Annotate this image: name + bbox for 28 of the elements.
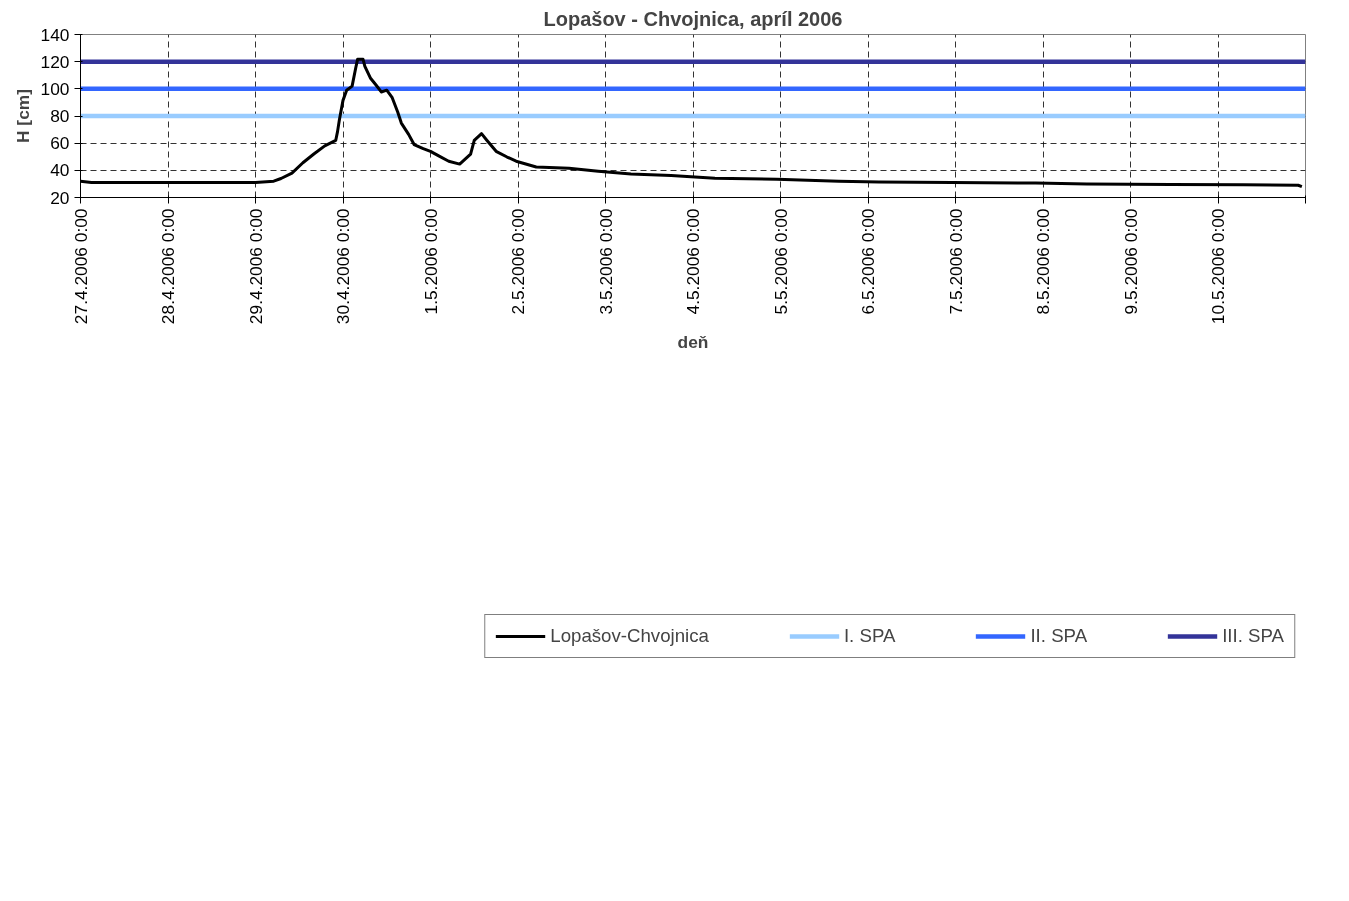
legend-label: III. SPA: [1222, 625, 1284, 647]
x-axis-title: deň: [677, 332, 709, 353]
x-tick-label: 28.4.2006 0:00: [158, 208, 178, 325]
x-tick-label: 1.5.2006 0:00: [420, 208, 441, 315]
x-tick-label: 7.5.2006 0:00: [945, 208, 966, 315]
x-tick-label: 8.5.2006 0:00: [1033, 208, 1053, 315]
y-tick-label: 140: [40, 24, 70, 45]
chart-title: Lopašov - Chvojnica, apríl 2006: [543, 7, 843, 30]
y-tick-label: 80: [50, 106, 70, 126]
legend-label: Lopašov-Chvojnica: [550, 625, 709, 647]
y-tick-label: 120: [40, 51, 70, 72]
legend-label: II. SPA: [1030, 625, 1088, 647]
y-tick-label: 60: [50, 133, 70, 154]
x-tick-label: 10.5.2006 0:00: [1208, 208, 1228, 325]
x-tick-label: 3.5.2006 0:00: [595, 208, 616, 315]
x-tick-label: 27.4.2006 0:00: [70, 208, 91, 325]
x-tick-label: 9.5.2006 0:00: [1120, 208, 1141, 315]
x-tick-label: 2.5.2006 0:00: [508, 208, 528, 315]
x-tick-label: 6.5.2006 0:00: [858, 208, 878, 315]
x-tick-label: 29.4.2006 0:00: [245, 208, 266, 325]
y-tick-label: 20: [50, 187, 70, 208]
x-tick-label: 5.5.2006 0:00: [770, 208, 791, 315]
y-axis-title: H [cm]: [12, 89, 33, 143]
x-tick-label: 30.4.2006 0:00: [333, 208, 353, 325]
legend-label: I. SPA: [843, 625, 896, 647]
y-tick-label: 100: [40, 78, 70, 99]
x-tick-label: 4.5.2006 0:00: [683, 208, 703, 315]
y-tick-label: 40: [50, 160, 70, 181]
